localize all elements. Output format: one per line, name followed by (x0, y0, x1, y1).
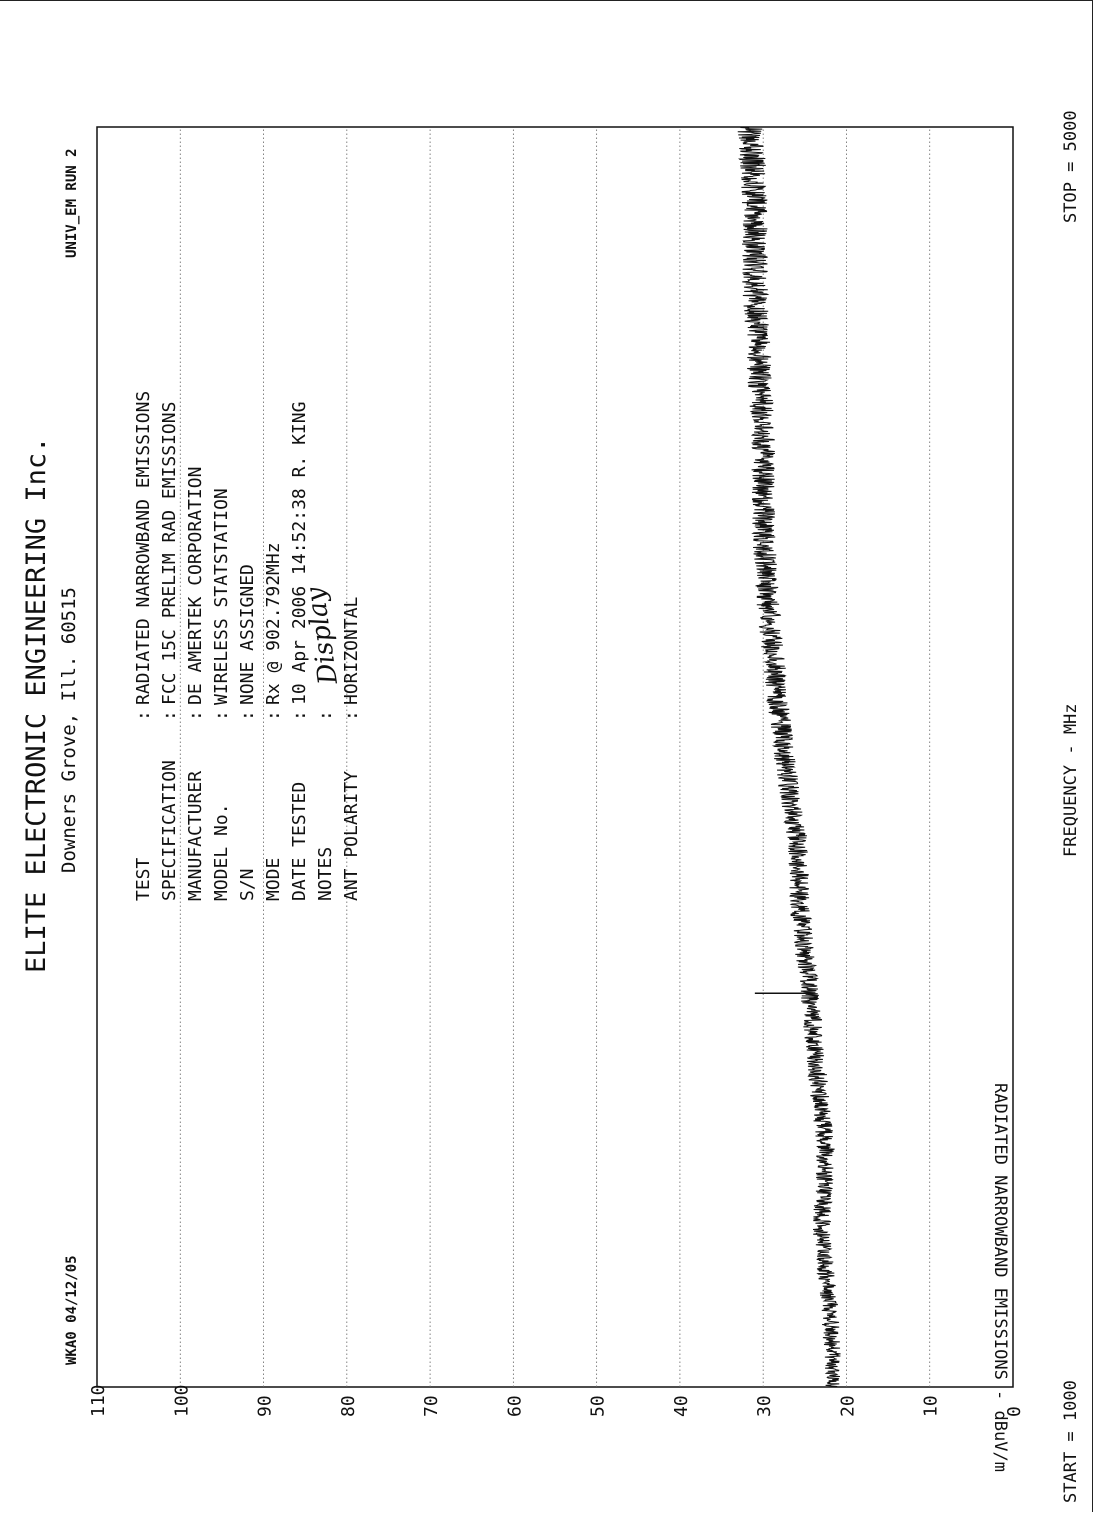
file-id: UNIV_EM RUN 2 (64, 148, 80, 258)
info-colon: : (263, 710, 284, 721)
y-tick-label: 70 (421, 1395, 442, 1417)
info-colon: : (315, 710, 336, 721)
y-tick-label: 60 (504, 1395, 525, 1417)
info-colon: : (289, 710, 310, 721)
y-tick-label: 50 (588, 1395, 609, 1417)
info-value: 10 Apr 2006 14:52:38 R. KING (289, 402, 310, 705)
info-label: SPECIFICATION (159, 760, 180, 901)
y-tick-label: 90 (255, 1395, 276, 1417)
start-label: START = 1000 (1061, 1380, 1081, 1503)
info-colon: : (341, 710, 362, 721)
info-label: TEST (133, 857, 154, 901)
info-value: Rx @ 902.792MHz (263, 542, 284, 705)
info-value: NONE ASSIGNED (237, 564, 258, 705)
emission-trace (737, 126, 841, 1388)
info-label: MODE (263, 858, 284, 901)
y-tick-label: 30 (754, 1395, 775, 1417)
info-value: WIRELESS STATSTATION (211, 488, 232, 705)
y-axis-label: RADIATED NARROWBAND EMISSIONS - dBuV/m (990, 1083, 1010, 1472)
plot-frame (96, 126, 1014, 1388)
y-tick-label: 40 (671, 1395, 692, 1417)
y-tick-label: 110 (88, 1384, 109, 1417)
y-tick-labels: 0 10 20 30 40 50 60 70 80 90 100 110 (88, 1384, 1025, 1417)
y-tick-label: 0 (1004, 1406, 1025, 1417)
info-label: MODEL No. (211, 803, 232, 901)
info-colon: : (133, 710, 154, 721)
x-axis-label: FREQUENCY - MHz (1061, 703, 1081, 857)
y-tick-label: 20 (837, 1395, 858, 1417)
stop-label: STOP = 5000 (1061, 110, 1081, 223)
info-value: FCC 15C PRELIM RAD EMISSIONS (159, 402, 180, 705)
info-value: DE AMERTEK CORPORATION (185, 467, 206, 705)
run-id: WKA0 04/12/05 (64, 1255, 80, 1365)
info-colon: : (159, 710, 180, 721)
info-label: S/N (237, 868, 258, 901)
info-colon: : (185, 710, 206, 721)
grid (179, 127, 931, 1387)
trace-layer (737, 126, 841, 1388)
info-label: MANUFACTURER (185, 771, 206, 901)
y-tick-label: 80 (338, 1395, 359, 1417)
info-value: RADIATED NARROWBAND EMISSIONS (133, 391, 154, 705)
info-label: NOTES (315, 847, 336, 901)
y-tick-label: 100 (171, 1384, 192, 1417)
info-colon: : (237, 710, 258, 721)
info-block: TEST: RADIATED NARROWBAND EMISSIONS SPECIF… (133, 391, 362, 901)
info-colon: : (211, 710, 232, 721)
info-value: HORIZONTAL (341, 596, 362, 705)
company-address: Downers Grove, Ill. 60515 (58, 587, 80, 873)
y-tick-label: 10 (921, 1395, 942, 1417)
info-label: DATE TESTED (289, 782, 310, 901)
company-name: ELITE ELECTRONIC ENGINEERING Inc. (21, 437, 52, 973)
info-label: ANT POLARITY (341, 771, 362, 901)
